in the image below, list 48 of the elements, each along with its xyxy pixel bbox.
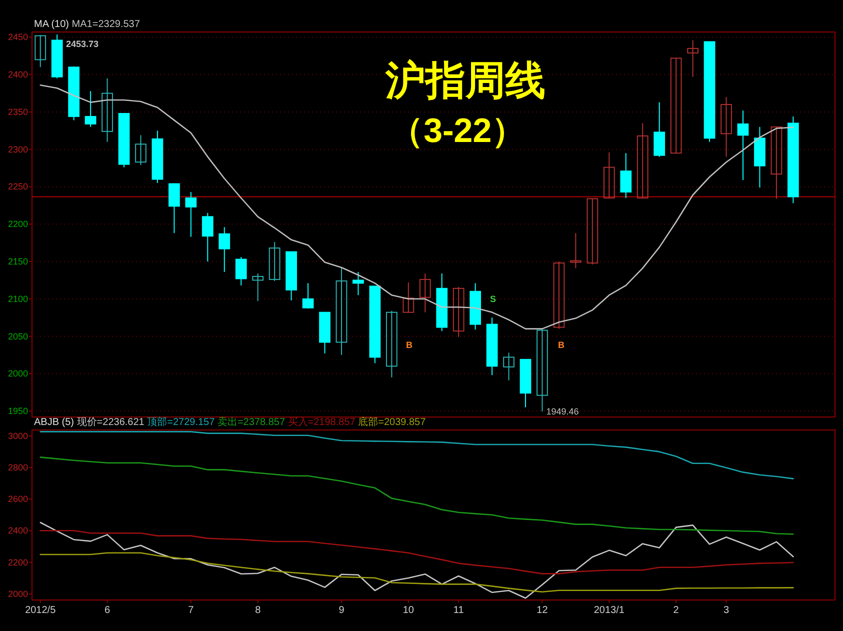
annotation: 2453.73 [66, 39, 99, 49]
y-tick-label: 2300 [8, 144, 28, 154]
annotation: B [406, 340, 413, 350]
y-tick-label: 2000 [8, 588, 28, 599]
legend-title: MA (10) [34, 19, 72, 30]
y-tick-label: 2150 [8, 256, 28, 267]
y-tick-label: 2600 [8, 494, 28, 504]
text: （3-22） [390, 112, 526, 150]
line-series [40, 530, 794, 574]
line-series [40, 552, 794, 593]
y-tick-label: 2250 [8, 182, 28, 192]
text: MA1=2329.537 [72, 19, 140, 30]
y-tick-label: 2100 [8, 294, 28, 304]
x-tick-label: 2 [673, 605, 680, 616]
text: 卖出=2378.857 [217, 416, 288, 428]
y-tick-label: 2800 [8, 462, 28, 472]
x-tick-label: 12 [536, 605, 548, 616]
legend-title: ABJB (5) [34, 417, 77, 428]
text: 买入=2198.857 [288, 416, 358, 428]
y-tick-label: 2400 [8, 70, 28, 80]
x-tick-label: 10 [402, 605, 414, 616]
y-tick-label: 2450 [8, 32, 28, 42]
line-series [40, 522, 794, 599]
x-tick-label: 2013/1 [594, 605, 625, 616]
text: 沪指周线 [384, 59, 546, 103]
annotation: S [490, 294, 496, 304]
text: 底部=2039.857 [358, 416, 426, 428]
x-tick-label: 9 [338, 605, 345, 616]
text: 现价=2236.621 [76, 416, 148, 428]
x-tick-label: 7 [188, 605, 194, 616]
y-tick-label: 2200 [8, 557, 28, 568]
x-tick-label: 6 [104, 605, 110, 616]
y-tick-label: 2400 [8, 526, 28, 536]
x-tick-label: 3 [723, 605, 730, 616]
series-label: 顶部=2729.157 [147, 416, 218, 428]
line-series [40, 431, 794, 480]
y-tick-label: 2050 [8, 331, 28, 342]
x-tick-label: 11 [453, 605, 464, 616]
x-tick-label: 2012/5 [25, 605, 56, 616]
annotation: B [558, 340, 565, 350]
x-tick-label: 8 [255, 605, 262, 616]
line-series [40, 456, 794, 535]
y-tick-label: 2350 [8, 106, 28, 117]
y-tick-label: 1950 [8, 406, 28, 416]
y-tick-label: 3000 [8, 430, 28, 441]
y-tick-label: 2200 [8, 219, 28, 230]
y-tick-label: 2000 [8, 368, 28, 379]
annotation: 1949.46 [546, 406, 579, 416]
